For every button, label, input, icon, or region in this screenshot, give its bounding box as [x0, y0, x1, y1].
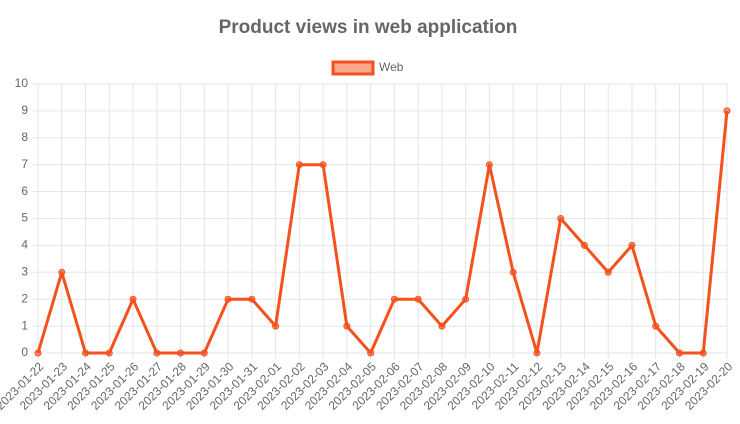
point	[153, 349, 161, 357]
point	[723, 107, 731, 115]
legend-swatch	[331, 60, 375, 76]
point	[295, 161, 303, 169]
y-tick-label: 3	[21, 264, 28, 278]
point	[557, 215, 565, 222]
point	[343, 322, 351, 330]
point	[438, 322, 446, 330]
point	[129, 295, 137, 303]
point	[248, 295, 256, 303]
point	[414, 295, 422, 303]
y-tick-label: 5	[21, 211, 28, 225]
y-tick-label: 2	[21, 291, 28, 305]
y-tick-label: 0	[21, 345, 28, 359]
y-tick-label: 1	[21, 318, 28, 332]
point	[200, 349, 208, 357]
point	[58, 268, 66, 276]
point	[34, 349, 42, 357]
line	[36, 110, 729, 355]
point	[699, 349, 707, 357]
point	[675, 349, 683, 357]
point	[652, 322, 660, 330]
point	[509, 268, 517, 276]
point	[105, 349, 113, 357]
point	[390, 295, 398, 303]
y-tick-label: 10	[15, 76, 29, 90]
point	[485, 161, 493, 169]
y-tick-label: 7	[21, 157, 28, 171]
point	[628, 241, 636, 249]
y-tick-label: 9	[21, 103, 28, 117]
point	[319, 161, 327, 169]
y-tick-label: 8	[21, 130, 28, 144]
point	[580, 241, 588, 249]
point	[177, 349, 185, 357]
point	[272, 322, 280, 330]
y-tick-label: 4	[21, 238, 28, 252]
point	[604, 268, 612, 276]
point	[367, 349, 375, 357]
point	[224, 295, 232, 303]
point	[462, 295, 470, 303]
y-tick-label: 6	[21, 184, 28, 198]
point	[82, 349, 90, 357]
point	[533, 349, 541, 357]
legend-label: Web	[379, 60, 404, 74]
chart-title: Product views in web application	[219, 17, 518, 38]
